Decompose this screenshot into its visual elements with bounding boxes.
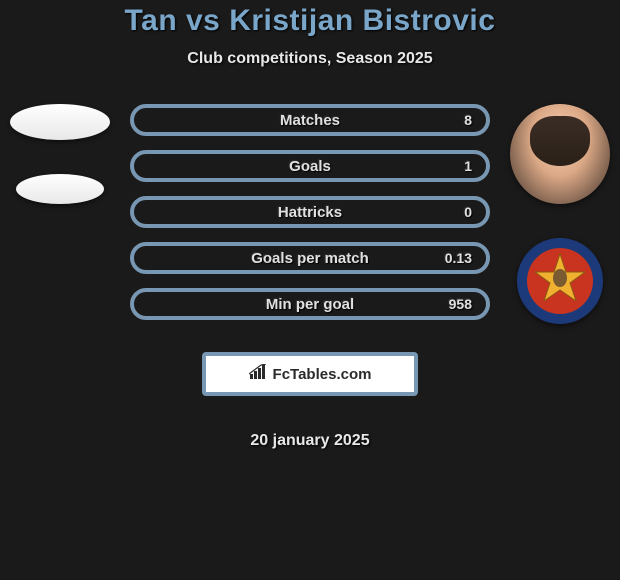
stats-column: Matches 8 Goals 1 Hattricks 0 Goals per … xyxy=(120,104,500,450)
stat-row-mpg: Min per goal 958 xyxy=(130,288,490,320)
brand-link[interactable]: FcTables.com xyxy=(202,352,418,396)
stat-label: Hattricks xyxy=(278,204,342,221)
comparison-layout: Matches 8 Goals 1 Hattricks 0 Goals per … xyxy=(0,104,620,450)
stat-row-hattricks: Hattricks 0 xyxy=(130,196,490,228)
subtitle: Club competitions, Season 2025 xyxy=(0,50,620,68)
brand-text: FcTables.com xyxy=(273,366,372,383)
stat-value-right: 0.13 xyxy=(445,250,472,266)
right-player-col xyxy=(500,104,620,450)
stat-value-right: 1 xyxy=(464,158,472,174)
stat-value-right: 0 xyxy=(464,204,472,220)
stat-value-right: 8 xyxy=(464,112,472,128)
stat-value-right: 958 xyxy=(449,296,472,312)
stat-row-gpm: Goals per match 0.13 xyxy=(130,242,490,274)
stat-label: Goals xyxy=(289,158,331,175)
stat-label: Min per goal xyxy=(266,296,354,313)
stat-row-matches: Matches 8 xyxy=(130,104,490,136)
shield-icon xyxy=(517,238,603,324)
left-player-avatar xyxy=(10,104,110,140)
right-team-badge xyxy=(517,238,603,324)
page-title: Tan vs Kristijan Bistrovic xyxy=(0,4,620,38)
stat-row-goals: Goals 1 xyxy=(130,150,490,182)
stat-label: Matches xyxy=(280,112,340,129)
left-team-badge xyxy=(16,174,104,204)
comparison-card: Tan vs Kristijan Bistrovic Club competit… xyxy=(0,0,620,450)
chart-icon xyxy=(249,364,267,384)
left-player-col xyxy=(0,104,120,450)
stat-label: Goals per match xyxy=(251,250,369,267)
right-player-avatar xyxy=(510,104,610,204)
date-text: 20 january 2025 xyxy=(130,432,490,450)
